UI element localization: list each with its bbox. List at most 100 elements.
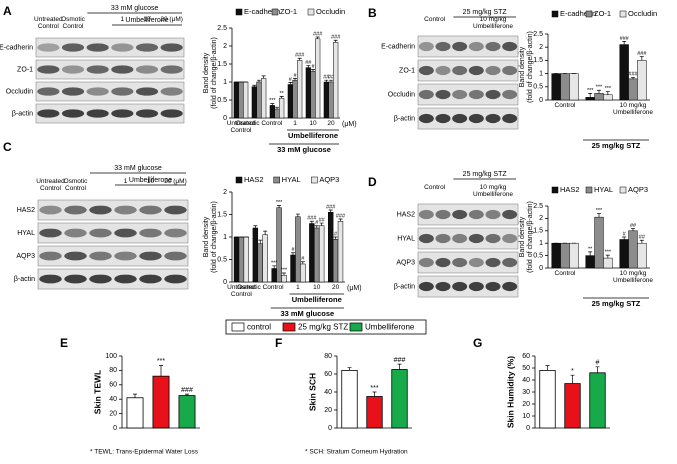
bar bbox=[243, 236, 250, 283]
y-axis-label: Skin SCH bbox=[307, 373, 317, 411]
x-tick-label: 1 bbox=[296, 284, 300, 291]
y-tick-label: 0.5 bbox=[217, 97, 227, 104]
panel-letter: G bbox=[473, 336, 482, 350]
error-bar bbox=[605, 254, 610, 259]
y-axis-label: Band density bbox=[203, 52, 210, 93]
x-tick-label: 20 bbox=[331, 284, 340, 291]
blot-band bbox=[111, 109, 134, 118]
legend-swatch bbox=[311, 176, 318, 184]
panel-letter: F bbox=[275, 336, 282, 350]
significance: # bbox=[334, 231, 338, 237]
blot-row-label: HAS2 bbox=[397, 211, 415, 218]
x-tick-label-box: Osmotic Control bbox=[236, 120, 283, 127]
y-tick-label: 2 bbox=[539, 215, 543, 222]
error-bar bbox=[257, 79, 261, 82]
blot-row-label: E-cadherin bbox=[0, 44, 33, 51]
x-tick-label: 10 bbox=[309, 120, 317, 127]
blot-column: 10 bbox=[146, 178, 155, 185]
panel-letter: B bbox=[368, 6, 377, 20]
y-axis-label: (fold of change/β-actin) bbox=[211, 37, 218, 109]
y-tick-label: 1.5 bbox=[217, 61, 227, 68]
blot-band bbox=[485, 65, 501, 76]
error-bar bbox=[324, 79, 329, 82]
significance: ### bbox=[620, 36, 630, 42]
legend-swatch bbox=[282, 322, 296, 332]
legend-swatch bbox=[349, 322, 363, 332]
blot-column: 1 bbox=[120, 16, 125, 23]
y-axis-label: Band density bbox=[203, 216, 210, 257]
blot-band bbox=[111, 87, 134, 96]
x-tick-label: Osmotic Control bbox=[236, 284, 284, 291]
y-tick-label: 0 bbox=[539, 97, 543, 104]
blot-band bbox=[64, 228, 87, 238]
y-axis-label: (fold of change/β-actin) bbox=[211, 201, 218, 273]
blot-band bbox=[39, 274, 62, 284]
blot-band bbox=[135, 65, 159, 74]
blot-band bbox=[89, 274, 112, 284]
bar bbox=[310, 70, 316, 119]
x-tick-label-box: 10 bbox=[309, 120, 317, 127]
panel-letter: A bbox=[3, 4, 12, 18]
blot-column: Control bbox=[424, 184, 446, 191]
significance: ### bbox=[326, 204, 336, 210]
significance: # bbox=[311, 64, 315, 70]
blot-band bbox=[39, 228, 62, 238]
blot-row-label: E-cadherin bbox=[381, 43, 415, 50]
blot-band bbox=[468, 89, 484, 100]
y-tick-label: 1.5 bbox=[533, 228, 543, 235]
blot-column-box: 10 bbox=[143, 16, 150, 23]
blot-band bbox=[139, 228, 162, 238]
error-bar bbox=[293, 78, 297, 81]
significance: *** bbox=[281, 267, 288, 273]
blot-band bbox=[452, 257, 468, 268]
legend-label: E-cadherin bbox=[244, 7, 280, 16]
error-bar bbox=[253, 225, 258, 228]
blot-band bbox=[89, 228, 112, 238]
blot-header: 33 mM glucose bbox=[111, 5, 159, 12]
blot-band bbox=[39, 251, 62, 261]
error-bar bbox=[309, 220, 314, 224]
blot-band bbox=[114, 274, 137, 284]
error-bar bbox=[133, 393, 137, 398]
y-tick-label: 0 bbox=[223, 115, 227, 122]
x-tick-label: 20 bbox=[327, 120, 335, 127]
blot-band bbox=[435, 209, 451, 220]
blot-column-box: Osmotic Control bbox=[61, 16, 85, 30]
error-bar bbox=[297, 57, 302, 61]
significance: *** bbox=[276, 200, 283, 206]
y-axis-label: (fold of change/β-actin) bbox=[527, 201, 534, 273]
bar bbox=[551, 242, 561, 269]
error-bar bbox=[277, 205, 282, 208]
blot-column: 20 (μM) bbox=[160, 16, 183, 23]
blot-row-label: HYAL bbox=[397, 235, 415, 242]
panel-letter: E bbox=[60, 336, 68, 350]
bar bbox=[332, 239, 339, 283]
bar bbox=[637, 242, 647, 269]
blot-band bbox=[114, 205, 137, 215]
blot-band bbox=[435, 89, 451, 100]
bar bbox=[628, 230, 638, 269]
blot-column-box: Untreated Control bbox=[34, 16, 63, 30]
blot-column-box: 10 bbox=[146, 178, 155, 185]
error-bar bbox=[570, 374, 575, 384]
bar bbox=[560, 73, 570, 101]
bar bbox=[252, 227, 259, 283]
significance: ## bbox=[323, 75, 330, 81]
blot-band bbox=[418, 281, 434, 292]
blot-strip bbox=[35, 59, 185, 80]
x-tick-label-box: Untreated Control bbox=[227, 120, 256, 134]
bar bbox=[603, 94, 613, 101]
blot-band bbox=[502, 113, 518, 124]
significance: ### bbox=[181, 387, 193, 394]
bar bbox=[292, 79, 298, 119]
blot-strip bbox=[37, 222, 189, 244]
blot-band bbox=[452, 89, 468, 100]
blot-header: Umbelliferone bbox=[125, 17, 168, 24]
blot-column: Untreated Control bbox=[36, 178, 65, 192]
significance: *** bbox=[271, 260, 278, 266]
blot-band bbox=[418, 233, 434, 244]
x-tick-label-box: 10 bbox=[313, 284, 320, 291]
y-tick-label: 40 bbox=[109, 396, 117, 403]
footnote: * SCH: Stratum Corneum Hydration bbox=[305, 449, 408, 456]
x-tick-label-box: 20 bbox=[327, 120, 335, 127]
